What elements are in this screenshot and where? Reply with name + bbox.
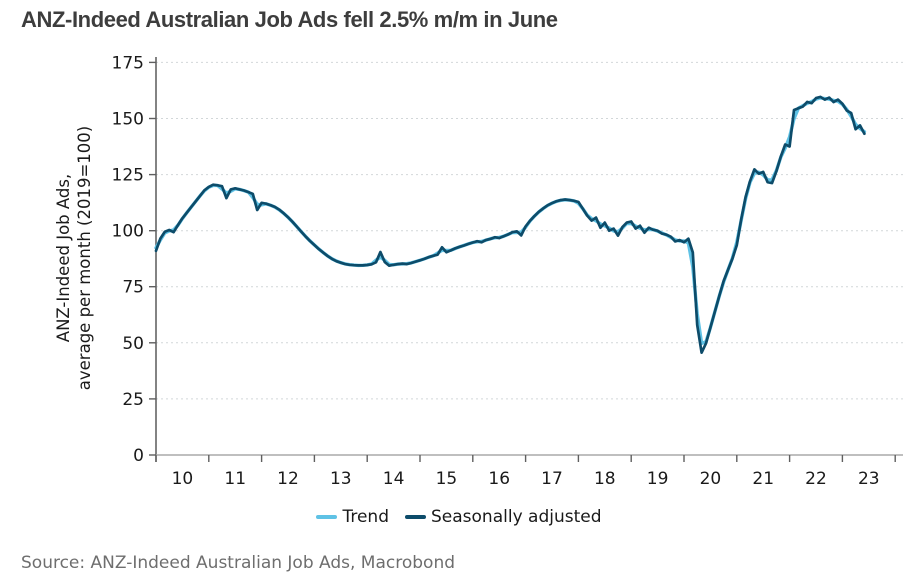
y-tick-label: 25: [122, 390, 144, 410]
x-tick-label: 17: [541, 469, 563, 489]
legend-item-seasonally-adjusted: Seasonally adjusted: [405, 507, 602, 527]
legend-label-trend: Trend: [342, 507, 389, 527]
x-tick-label: 18: [594, 469, 616, 489]
legend-label-seasonally-adjusted: Seasonally adjusted: [431, 507, 602, 527]
x-tick-label: 16: [488, 469, 510, 489]
y-tick-label: 75: [122, 278, 144, 298]
y-tick-label: 50: [122, 334, 144, 354]
chart-legend: Trend Seasonally adjusted: [0, 507, 918, 527]
trend-line: [154, 96, 867, 346]
x-tick-label: 21: [752, 469, 774, 489]
legend-item-trend: Trend: [316, 507, 389, 527]
x-tick-label: 12: [277, 469, 299, 489]
seasonally-adjusted-line-swatch-icon: [405, 515, 426, 519]
x-tick-label: 13: [330, 469, 352, 489]
chart-title: ANZ-Indeed Australian Job Ads fell 2.5% …: [21, 7, 558, 32]
x-tick-label: 14: [383, 469, 405, 489]
y-tick-label: 150: [112, 110, 144, 130]
y-tick-label: 0: [133, 446, 144, 466]
source-note: Source: ANZ-Indeed Australian Job Ads, M…: [21, 553, 456, 573]
x-tick-label: 10: [172, 469, 194, 489]
seasonally-adjusted-line: [154, 95, 866, 355]
x-tick-label: 23: [858, 469, 880, 489]
y-tick-label: 175: [112, 53, 144, 73]
x-tick-label: 15: [436, 469, 458, 489]
x-tick-label: 22: [805, 469, 827, 489]
y-tick-label: 125: [112, 166, 144, 186]
y-tick-label: 100: [112, 222, 144, 242]
x-tick-label: 20: [700, 469, 722, 489]
x-tick-label: 11: [224, 469, 246, 489]
trend-line-swatch-icon: [316, 515, 338, 519]
x-tick-label: 19: [647, 469, 669, 489]
